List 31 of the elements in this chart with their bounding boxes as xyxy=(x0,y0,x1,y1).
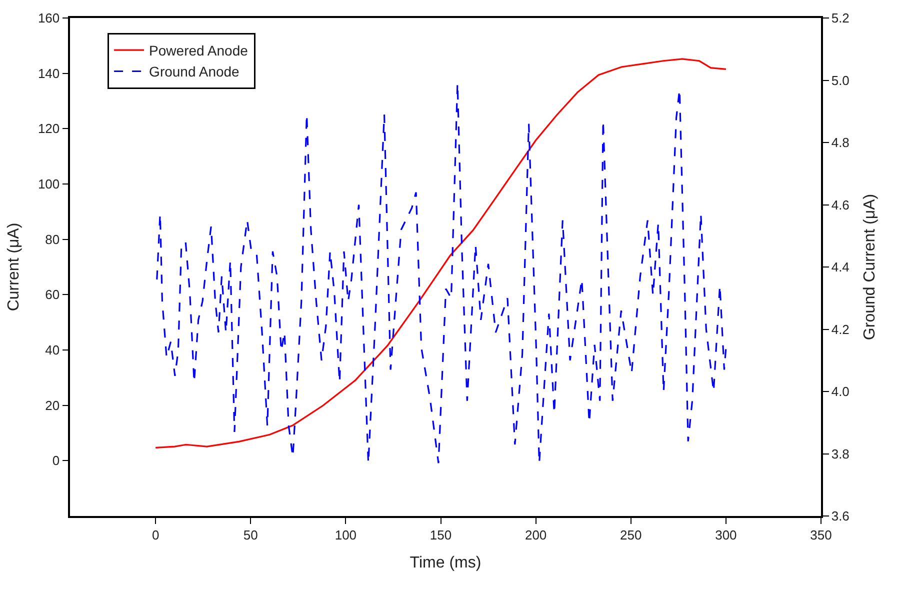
legend-label: Powered Anode xyxy=(149,42,248,58)
y-tick-label: 80 xyxy=(45,232,60,247)
y-tick-label: 60 xyxy=(45,287,60,302)
x-tick-label: 50 xyxy=(243,527,258,542)
y-axis-title: Current (μA) xyxy=(5,222,22,312)
y-tick-label: 160 xyxy=(38,10,60,26)
y2-axis-title: Ground Current (μA) xyxy=(862,194,879,340)
x-tick-label: 300 xyxy=(715,527,737,542)
y-tick-label: 20 xyxy=(45,398,60,413)
x-tick-label: 250 xyxy=(620,527,642,542)
y2-tick-label: 4.4 xyxy=(831,260,850,275)
y2-tick-label: 4.0 xyxy=(831,384,850,400)
legend-label: Ground Anode xyxy=(149,64,240,80)
y-tick-label: 120 xyxy=(38,121,60,136)
x-axis-title: Time (ms) xyxy=(410,554,482,572)
x-tick-label: 100 xyxy=(334,527,357,542)
y2-tick-label: 3.6 xyxy=(831,508,850,524)
y-tick-label: 40 xyxy=(45,342,60,358)
x-tick-label: 0 xyxy=(152,527,160,542)
y-tick-label: 0 xyxy=(52,453,60,468)
y-tick-label: 100 xyxy=(38,176,60,192)
x-tick-label: 200 xyxy=(524,527,547,542)
y2-tick-label: 4.8 xyxy=(831,135,850,150)
y2-tick-label: 3.8 xyxy=(831,446,850,462)
y2-tick-label: 5.2 xyxy=(831,10,850,26)
y-tick-label: 140 xyxy=(38,66,60,81)
y2-tick-label: 4.2 xyxy=(831,322,850,337)
y2-tick-label: 5.0 xyxy=(831,72,850,88)
x-tick-label: 150 xyxy=(430,527,452,542)
x-tick-label: 350 xyxy=(810,527,832,542)
y2-tick-label: 4.6 xyxy=(831,197,850,212)
